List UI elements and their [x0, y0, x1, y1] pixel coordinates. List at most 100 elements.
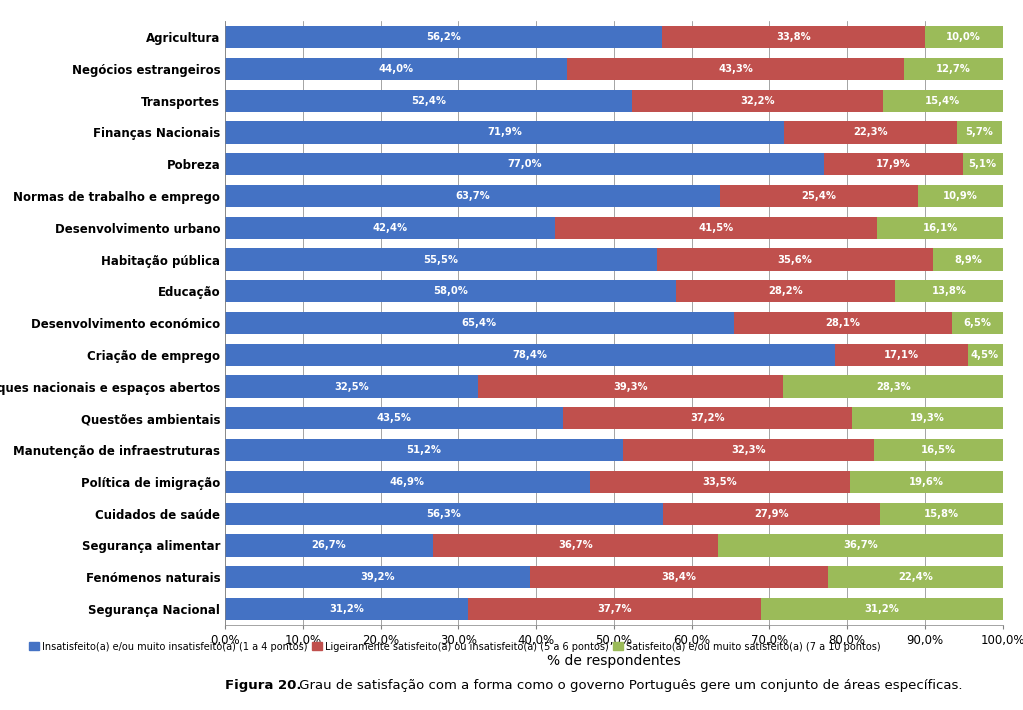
Bar — [225, 153, 824, 175]
Bar — [952, 312, 1003, 334]
Bar — [225, 598, 468, 620]
Text: 15,4%: 15,4% — [925, 96, 961, 106]
Bar — [564, 408, 852, 430]
Bar — [718, 535, 1004, 557]
Text: 56,2%: 56,2% — [427, 32, 461, 42]
Bar — [761, 598, 1004, 620]
Bar — [925, 26, 1003, 48]
Text: 16,5%: 16,5% — [921, 445, 955, 455]
Text: 44,0%: 44,0% — [379, 64, 413, 74]
Text: 8,9%: 8,9% — [954, 254, 982, 265]
Bar — [468, 598, 761, 620]
Bar — [958, 121, 1002, 143]
Text: 38,4%: 38,4% — [662, 572, 697, 582]
Legend: Insatisfeito(a) e/ou muito insatisfeito(a) (1 a 4 pontos), Ligeiramente satisfei: Insatisfeito(a) e/ou muito insatisfeito(… — [26, 638, 885, 655]
Text: 39,2%: 39,2% — [360, 572, 395, 582]
Text: 43,3%: 43,3% — [718, 64, 753, 74]
Text: 32,2%: 32,2% — [741, 96, 775, 106]
Text: 41,5%: 41,5% — [699, 223, 733, 233]
Text: 71,9%: 71,9% — [487, 128, 522, 138]
Bar — [225, 280, 676, 302]
Text: 63,7%: 63,7% — [455, 191, 490, 201]
Bar — [875, 439, 1003, 462]
Text: 10,0%: 10,0% — [946, 32, 981, 42]
Bar — [225, 439, 623, 462]
Text: 58,0%: 58,0% — [433, 286, 468, 296]
Bar — [784, 121, 958, 143]
Text: 43,5%: 43,5% — [376, 413, 411, 423]
Bar — [968, 344, 1003, 366]
Bar — [895, 280, 1003, 302]
Bar — [225, 535, 433, 557]
Text: 39,3%: 39,3% — [613, 381, 648, 392]
Bar — [963, 153, 1003, 175]
Text: 17,1%: 17,1% — [884, 350, 919, 360]
Text: Grau de satisfação com a forma como o governo Português gere um conjunto de área: Grau de satisfação com a forma como o go… — [295, 679, 962, 692]
Text: 78,4%: 78,4% — [513, 350, 547, 360]
Bar — [225, 566, 530, 589]
Bar — [663, 503, 880, 525]
Bar — [733, 312, 952, 334]
Text: 77,0%: 77,0% — [507, 159, 542, 169]
Text: 55,5%: 55,5% — [424, 254, 458, 265]
Bar — [589, 471, 850, 493]
Bar — [852, 408, 1003, 430]
Text: 32,5%: 32,5% — [335, 381, 368, 392]
Text: 22,3%: 22,3% — [853, 128, 888, 138]
Bar — [530, 566, 829, 589]
Bar — [824, 153, 963, 175]
Bar — [225, 471, 589, 493]
Bar — [918, 185, 1003, 207]
Bar — [225, 26, 662, 48]
Bar — [225, 89, 632, 111]
Bar — [662, 26, 925, 48]
Bar — [933, 248, 1003, 271]
Text: 28,3%: 28,3% — [876, 381, 910, 392]
Bar — [903, 58, 1003, 80]
X-axis label: % de respondentes: % de respondentes — [547, 654, 680, 668]
Bar — [829, 566, 1003, 589]
Bar — [478, 376, 784, 398]
Text: 10,9%: 10,9% — [943, 191, 978, 201]
Text: 19,3%: 19,3% — [910, 413, 945, 423]
Bar — [567, 58, 903, 80]
Text: 28,2%: 28,2% — [768, 286, 803, 296]
Bar — [623, 439, 875, 462]
Bar — [784, 376, 1004, 398]
Text: 37,2%: 37,2% — [691, 413, 725, 423]
Bar — [225, 408, 564, 430]
Bar — [657, 248, 933, 271]
Bar — [850, 471, 1003, 493]
Text: 36,7%: 36,7% — [558, 540, 592, 550]
Bar — [225, 217, 554, 239]
Text: 35,6%: 35,6% — [777, 254, 812, 265]
Text: 5,7%: 5,7% — [966, 128, 993, 138]
Text: 15,8%: 15,8% — [924, 508, 959, 518]
Text: 37,7%: 37,7% — [596, 604, 631, 614]
Bar — [225, 312, 733, 334]
Text: 13,8%: 13,8% — [931, 286, 967, 296]
Text: 65,4%: 65,4% — [461, 318, 497, 328]
Text: 19,6%: 19,6% — [908, 477, 944, 487]
Bar — [225, 503, 663, 525]
Bar — [225, 376, 478, 398]
Text: 46,9%: 46,9% — [390, 477, 425, 487]
Text: 42,4%: 42,4% — [372, 223, 407, 233]
Text: 12,7%: 12,7% — [936, 64, 971, 74]
Text: 6,5%: 6,5% — [964, 318, 991, 328]
Text: 28,1%: 28,1% — [826, 318, 860, 328]
Text: 25,4%: 25,4% — [802, 191, 837, 201]
Bar — [225, 248, 657, 271]
Bar — [835, 344, 968, 366]
Text: 56,3%: 56,3% — [427, 508, 461, 518]
Text: 26,7%: 26,7% — [311, 540, 346, 550]
Text: 52,4%: 52,4% — [411, 96, 446, 106]
Bar — [880, 503, 1003, 525]
Text: 36,7%: 36,7% — [843, 540, 878, 550]
Bar — [632, 89, 883, 111]
Bar — [225, 344, 835, 366]
Bar — [554, 217, 878, 239]
Bar — [225, 185, 720, 207]
Text: 27,9%: 27,9% — [754, 508, 789, 518]
Text: 5,1%: 5,1% — [969, 159, 996, 169]
